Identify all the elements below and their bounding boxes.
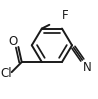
Text: Cl: Cl [0, 67, 12, 80]
Text: N: N [83, 61, 91, 74]
Text: O: O [9, 35, 18, 48]
Text: F: F [62, 9, 69, 22]
